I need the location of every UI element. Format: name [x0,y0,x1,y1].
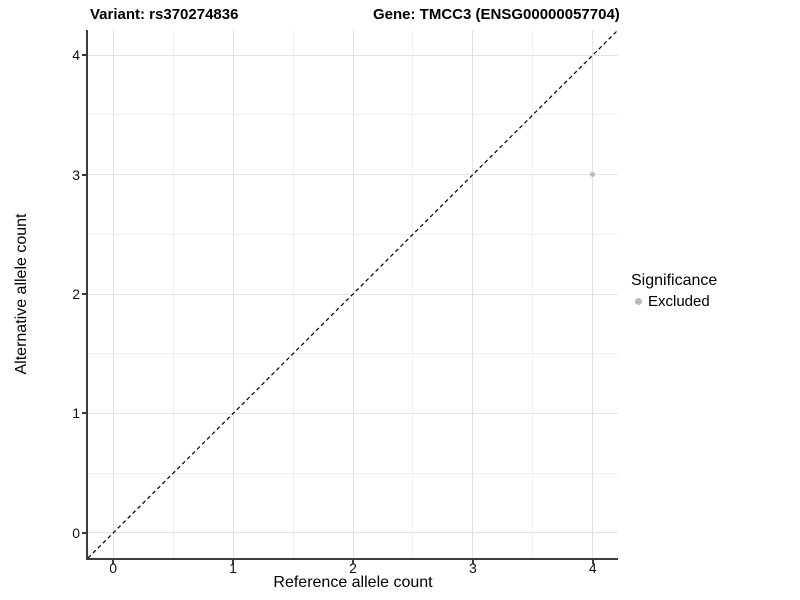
plot-title-variant: Variant: rs370274836 [90,6,239,23]
legend-item: Excluded [630,292,717,310]
x-tick-mark [591,560,594,564]
y-tick-mark [82,531,86,534]
y-tick-mark [82,412,86,415]
y-axis-title: Alternative allele count [13,213,30,375]
y-tick-mark [82,293,86,295]
y-axis-line [86,30,88,560]
x-axis-line [86,558,618,560]
y-major-gridline [88,532,618,534]
identity-dashed-line [88,30,618,558]
y-tick-label: 4 [72,47,80,64]
y-tick-label: 1 [72,405,80,422]
x-tick-mark [352,560,354,564]
x-tick-label: 0 [109,560,118,576]
legend-items: Excluded [630,292,717,310]
y-major-gridline [88,174,618,176]
x-tick-mark [232,560,235,564]
x-tick-label: 1 [229,560,237,576]
legend-dot-icon [634,297,642,305]
legend: Significance Excluded [630,271,717,310]
x-tick-label: 4 [588,560,597,576]
y-tick-label: 3 [72,166,80,183]
y-tick-label: 0 [72,524,80,541]
legend-item-label: Excluded [648,292,710,310]
legend-key [630,293,646,309]
y-tick-mark [82,54,86,57]
plot-title-gene: Gene: TMCC3 (ENSG00000057704) [373,6,620,23]
x-tick-label: 3 [469,560,477,576]
x-tick-label: 2 [349,560,357,576]
y-major-gridline [88,54,618,56]
y-tick-mark [82,173,86,176]
x-tick-mark [471,560,474,564]
data-point [590,172,596,178]
plot-panel [88,30,618,558]
x-axis-title: Reference allele count [273,574,433,591]
y-major-gridline [88,412,618,414]
x-tick-mark [112,560,115,564]
y-tick-label: 2 [72,286,80,302]
legend-title: Significance [631,272,718,289]
